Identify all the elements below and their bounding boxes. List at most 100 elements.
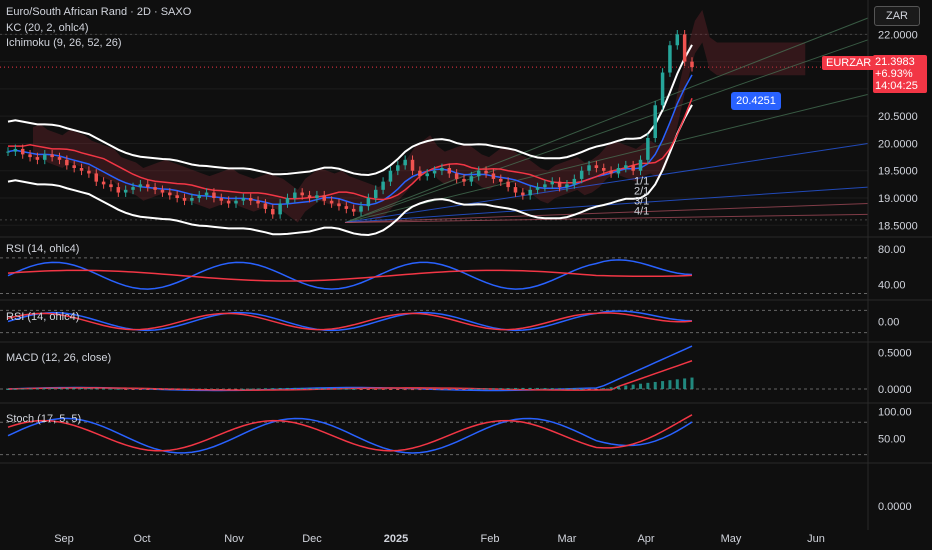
macd-histogram-bar [484, 388, 488, 390]
candle-body [499, 178, 503, 182]
macd-histogram-bar [631, 384, 635, 389]
macd-histogram-bar [116, 388, 120, 390]
candle-body [601, 168, 606, 171]
x-tick-label: Sep [54, 533, 74, 545]
candle-body [653, 105, 657, 138]
candle-body [462, 178, 466, 182]
fan-line [344, 142, 869, 224]
currency-button[interactable]: ZAR [874, 6, 920, 26]
candle-body [366, 198, 371, 207]
y-tick-label: 40.00 [878, 280, 906, 292]
ichimoku-legend[interactable]: Ichimoku (9, 26, 52, 26) [6, 37, 122, 49]
candle-body [123, 189, 128, 193]
candle-body [285, 198, 290, 204]
macd-histogram-bar [131, 389, 135, 390]
candle-body [116, 187, 121, 193]
candle-body [241, 198, 246, 201]
macd-histogram-bar [256, 388, 260, 390]
candle-body [535, 187, 540, 190]
candle-body [609, 170, 613, 174]
macd-histogram-bar [271, 388, 275, 390]
macd-histogram-bar [690, 377, 694, 389]
rsi-legend[interactable]: RSI (14, ohlc4) [6, 311, 80, 323]
x-tick-label: Nov [224, 533, 244, 545]
macd-histogram-bar [212, 389, 216, 390]
candle-body [668, 45, 672, 73]
macd-histogram-bar [293, 387, 297, 389]
macd-histogram-bar [572, 388, 576, 390]
candle-body [579, 170, 584, 179]
stoch-legend[interactable]: Stoch (17, 5, 5) [6, 413, 82, 425]
candle-body [594, 165, 599, 168]
candle-body [204, 192, 209, 196]
macd-histogram-bar [433, 389, 437, 390]
macd-histogram-bar [205, 389, 209, 390]
macd-pane-line-2 [7, 360, 693, 391]
macd-histogram-bar [381, 389, 385, 390]
macd-histogram-bar [241, 388, 245, 390]
macd-histogram-bar [683, 378, 687, 389]
macd-histogram-bar [447, 389, 451, 390]
macd-histogram-bar [580, 388, 584, 390]
candle-body [476, 170, 481, 177]
x-tick-label: 2025 [384, 533, 408, 545]
fan-line [344, 17, 869, 224]
candle-body [226, 200, 231, 204]
candle-body [491, 173, 496, 179]
candle-body [447, 168, 452, 174]
candle-body [190, 198, 194, 201]
tenkan-line [8, 97, 693, 201]
candle-body [57, 157, 62, 160]
x-tick-label: Feb [481, 533, 500, 545]
macd-histogram-bar [285, 387, 289, 389]
rsi-legend-top[interactable]: RSI (14, ohlc4) [6, 243, 80, 255]
macd-histogram-bar [337, 388, 341, 390]
macd-histogram-bar [94, 388, 98, 390]
macd-histogram-bar [396, 389, 400, 391]
candle-body [212, 192, 216, 198]
candle-body [248, 198, 253, 201]
candle-body [50, 154, 54, 158]
macd-histogram-bar [124, 389, 128, 390]
cursor-price-badge: 20.4251 [731, 92, 781, 110]
macd-histogram-bar [411, 389, 415, 391]
macd-histogram-bar [109, 388, 113, 390]
macd-histogram-bar [388, 389, 392, 390]
macd-histogram-bar [624, 385, 628, 389]
y-tick-label: 50.00 [878, 433, 906, 445]
candle-body [278, 203, 282, 215]
candle-body [87, 170, 91, 174]
rsi-pane-line-1 [7, 259, 693, 290]
candle-body [521, 192, 525, 196]
macd-histogram-bar [249, 388, 253, 390]
candle-body [616, 168, 621, 174]
macd-histogram-bar [308, 387, 312, 389]
macd-histogram-bar [550, 388, 554, 390]
price-badge: 21.3983 +6.93% 14:04:25 [873, 55, 927, 93]
chart-title: Euro/South African Rand · 2D · SAXO [6, 6, 192, 18]
macd-histogram-bar [219, 389, 223, 390]
macd-histogram-bar [521, 387, 525, 389]
candle-body [28, 154, 32, 158]
macd-histogram-bar [528, 387, 532, 389]
fan-line [344, 213, 869, 224]
macd-histogram-bar [183, 389, 187, 391]
macd-histogram-bar [352, 388, 356, 390]
kc-legend[interactable]: KC (20, 2, ohlc4) [6, 22, 89, 34]
macd-legend[interactable]: MACD (12, 26, close) [6, 352, 112, 364]
candle-body [72, 165, 76, 168]
macd-histogram-bar [469, 388, 473, 390]
candle-body [13, 148, 18, 152]
candle-body [20, 148, 25, 155]
candle-body [660, 72, 665, 106]
candle-body [256, 200, 260, 204]
candle-body [682, 34, 687, 62]
macd-histogram-bar [65, 387, 69, 389]
candle-body [550, 181, 555, 185]
candle-body [396, 165, 400, 171]
macd-histogram-bar [646, 382, 650, 389]
macd-histogram-bar [197, 389, 201, 390]
fib-label: 1/1 [634, 175, 649, 187]
candle-body [175, 195, 179, 198]
